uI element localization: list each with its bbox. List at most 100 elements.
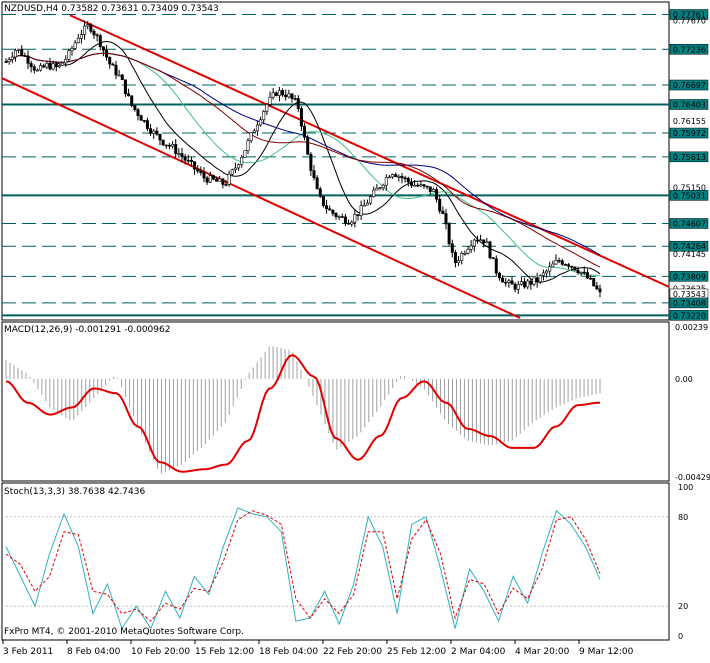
candle-body — [221, 178, 225, 185]
candle-body — [585, 272, 589, 279]
time-label: 9 Mar 12:00 — [579, 647, 634, 657]
channel-lower-line — [1, 77, 521, 319]
candle-body — [243, 150, 247, 158]
candle-body — [92, 31, 96, 36]
price-label: 0.73543 — [673, 290, 706, 299]
candlesticks — [4, 20, 602, 298]
macd-tick-label: -0.00429 — [675, 473, 710, 482]
candle-body — [306, 136, 310, 155]
candle-body — [262, 110, 266, 121]
candle-body — [98, 35, 102, 48]
candle-body — [560, 260, 564, 265]
candle-body — [450, 243, 454, 253]
candle-body — [551, 263, 555, 267]
candle-body — [268, 96, 272, 105]
candle-body — [227, 173, 231, 185]
candle-body — [196, 168, 200, 172]
candle-body — [199, 170, 203, 173]
candle-body — [475, 239, 479, 242]
candle-body — [425, 185, 429, 188]
price-label: 0.74264 — [673, 242, 706, 251]
candle-body — [538, 275, 542, 283]
candle-body — [105, 50, 109, 58]
stoch-main-line — [5, 507, 601, 630]
price-label-box — [669, 297, 709, 309]
candle-body — [557, 259, 561, 262]
ohlc-values: 0.73582 0.73631 0.73409 0.73543 — [61, 4, 219, 14]
candle-body — [45, 62, 49, 68]
candle-body — [472, 239, 476, 247]
price-tick-label: 0.74145 — [673, 250, 706, 259]
candle-body — [504, 281, 508, 284]
candle-body — [337, 216, 341, 218]
candle-body — [548, 266, 552, 272]
candle-body — [589, 277, 593, 280]
candle-body — [497, 272, 501, 279]
candle-body — [13, 50, 17, 58]
candle-body — [230, 169, 234, 175]
candle-body — [595, 285, 599, 290]
macd-title: MACD(12,26,9) -0.001291 -0.000962 — [4, 325, 171, 335]
time-label: 22 Feb 20:00 — [323, 647, 382, 657]
candle-body — [61, 62, 65, 66]
macd-axis: 0.00239 0.00 -0.00429 — [675, 323, 710, 482]
candle-body — [57, 65, 61, 68]
candle-body — [359, 205, 363, 216]
time-axis: 3 Feb 2011 8 Feb 04:00 10 Feb 20:00 15 Feb … — [2, 640, 634, 657]
candle-body — [422, 184, 426, 187]
candle-body — [54, 63, 58, 68]
time-label: 2 Mar 04:00 — [451, 647, 506, 657]
candle-body — [563, 264, 567, 266]
candle-body — [375, 187, 379, 191]
stoch-pane-frame — [1, 482, 670, 641]
candle-body — [136, 109, 140, 116]
candle-body — [545, 270, 549, 274]
time-label: 8 Feb 04:00 — [67, 647, 121, 657]
candle-body — [343, 216, 347, 224]
price-label: 0.73220 — [673, 311, 706, 320]
copyright-text: FxPro MT4, © 2001-2010 MetaQuotes Softwa… — [4, 627, 244, 637]
candle-body — [516, 283, 520, 290]
candle-body — [114, 64, 118, 76]
candle-body — [378, 187, 382, 189]
stoch-title: Stoch(13,3,3) 38.7638 42.7436 — [4, 487, 146, 497]
candle-body — [372, 189, 376, 197]
candle-body — [193, 161, 197, 170]
time-label: 15 Feb 12:00 — [195, 647, 254, 657]
candle-body — [435, 189, 439, 200]
channel-upper-line — [69, 14, 670, 288]
time-label: 18 Feb 04:00 — [259, 647, 318, 657]
time-label: 4 Mar 20:00 — [515, 647, 570, 657]
candle-body — [95, 34, 99, 37]
candle-body — [142, 120, 146, 122]
candle-body — [513, 283, 517, 290]
candle-body — [205, 177, 209, 183]
candle-body — [447, 223, 451, 245]
candle-body — [32, 66, 36, 71]
candle-body — [265, 104, 269, 112]
candle-body — [158, 133, 162, 141]
price-label-box — [669, 79, 709, 91]
candle-body — [491, 257, 495, 260]
candle-body — [35, 69, 39, 72]
stoch-tick-label: 100 — [678, 483, 693, 492]
candle-body — [29, 63, 33, 68]
candle-body — [155, 130, 159, 135]
candle-body — [152, 130, 156, 134]
candle-body — [309, 153, 313, 171]
macd-pane-frame — [1, 321, 670, 482]
candle-body — [532, 277, 536, 285]
candle-body — [444, 213, 448, 225]
candle-body — [164, 144, 168, 147]
candle-body — [356, 214, 360, 216]
candle-body — [381, 184, 385, 188]
candle-body — [406, 177, 410, 183]
candle-body — [598, 288, 602, 293]
candle-body — [541, 272, 545, 276]
stoch-signal-line — [5, 510, 601, 622]
candle-body — [101, 46, 105, 51]
price-tick-label: 0.75150 — [673, 184, 706, 193]
price-label: 0.74607 — [673, 219, 706, 228]
candle-body — [70, 48, 74, 52]
